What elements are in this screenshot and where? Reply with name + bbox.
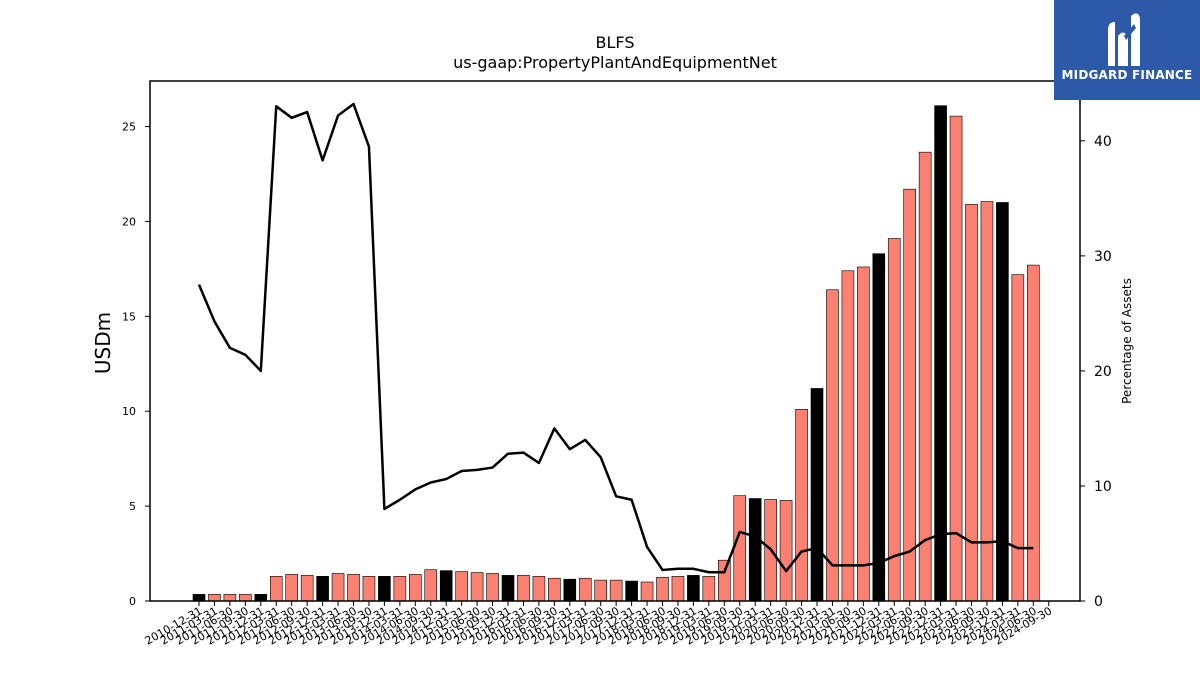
bar-2014-03-31 <box>393 576 407 602</box>
axes: 05101520250102030402010-12-312011-03-312… <box>122 80 1112 648</box>
bar-2018-09-30 <box>671 576 685 602</box>
y2-tick-label: 0 <box>1094 594 1103 610</box>
chart-subtitle: us-gaap:PropertyPlantAndEquipmentNet <box>453 53 777 72</box>
bar-2019-09-30 <box>733 495 747 602</box>
bar-2021-06-30 <box>841 270 855 602</box>
logo-mark-icon <box>1108 13 1140 66</box>
bar-2010-12-31 <box>192 594 206 602</box>
y-tick-label: 10 <box>122 405 136 418</box>
bar-2017-03-31 <box>578 577 592 602</box>
bar-2022-09-30 <box>918 151 932 602</box>
bar-2015-03-31 <box>455 571 468 602</box>
bar-2019-06-30 <box>717 559 731 602</box>
bar-2013-12-31 <box>378 576 391 602</box>
logo-text: MIDGARD FINANCE <box>1061 68 1193 82</box>
bar-2024-06-30 <box>1027 264 1040 602</box>
bar-2022-06-30 <box>903 188 917 602</box>
y-tick-label: 5 <box>129 500 136 513</box>
bar-2021-09-30 <box>857 266 870 602</box>
y-tick-label: 15 <box>122 310 136 323</box>
bar-2016-09-30 <box>548 577 561 602</box>
bar-2023-03-31 <box>949 115 963 602</box>
bar-2021-03-31 <box>826 289 839 602</box>
y2-axis-label: Percentage of Assets <box>1120 278 1134 404</box>
bar-2021-12-31 <box>872 253 886 602</box>
bar-2015-06-30 <box>470 572 484 602</box>
bar-2018-12-31 <box>687 575 700 602</box>
bar-2017-12-31 <box>625 580 638 602</box>
bar-2012-03-31 <box>269 576 283 602</box>
y-tick-label: 0 <box>129 595 136 608</box>
plot-frame <box>149 80 1081 602</box>
brand-logo: MIDGARD FINANCE <box>1054 0 1200 100</box>
bar-2011-06-30 <box>223 594 237 602</box>
bar-2014-09-30 <box>424 569 438 602</box>
bar-2022-12-31 <box>934 105 947 602</box>
bar-2020-12-31 <box>810 388 824 602</box>
bar-2019-03-31 <box>702 576 716 602</box>
y2-tick-label: 30 <box>1094 249 1112 265</box>
bar-2020-06-30 <box>779 500 793 602</box>
bar-2020-09-30 <box>795 409 808 602</box>
bar-2016-03-31 <box>517 575 530 602</box>
bar-2015-12-31 <box>501 575 515 602</box>
line-percentage-of-assets <box>197 102 1034 574</box>
bar-2017-09-30 <box>609 579 623 602</box>
bar-2022-03-31 <box>887 238 901 602</box>
bar-2012-12-31 <box>316 576 329 602</box>
bar-2012-06-30 <box>285 574 299 602</box>
bar-2013-06-30 <box>347 574 360 602</box>
bar-2011-03-31 <box>208 594 221 602</box>
y2-tick-label: 40 <box>1094 134 1112 150</box>
bar-2017-06-30 <box>594 579 608 602</box>
bar-2018-03-31 <box>640 581 654 602</box>
bar-2013-09-30 <box>362 576 376 602</box>
y-tick-label: 25 <box>122 121 136 134</box>
chart-title: BLFS <box>596 33 635 52</box>
bar-2018-06-30 <box>656 576 669 602</box>
bar-2016-06-30 <box>532 576 546 602</box>
y-tick-label: 20 <box>122 215 136 228</box>
bar-2016-12-31 <box>563 578 577 602</box>
bar-2019-12-31 <box>748 498 762 602</box>
line-series <box>197 102 1034 574</box>
y2-tick-label: 20 <box>1094 364 1112 380</box>
bar-2015-09-30 <box>486 573 499 602</box>
bar-2014-12-31 <box>439 570 453 602</box>
bar-2014-06-30 <box>408 574 422 602</box>
bar-2011-12-31 <box>254 594 268 602</box>
y-axis-label: USDm <box>91 312 115 374</box>
bar-2024-03-31 <box>1011 274 1025 602</box>
bar-2012-09-30 <box>300 575 314 602</box>
bar-2011-09-30 <box>239 594 252 602</box>
bar-2013-03-31 <box>331 573 345 602</box>
bar-series <box>192 105 1040 602</box>
y2-tick-label: 10 <box>1094 479 1112 495</box>
